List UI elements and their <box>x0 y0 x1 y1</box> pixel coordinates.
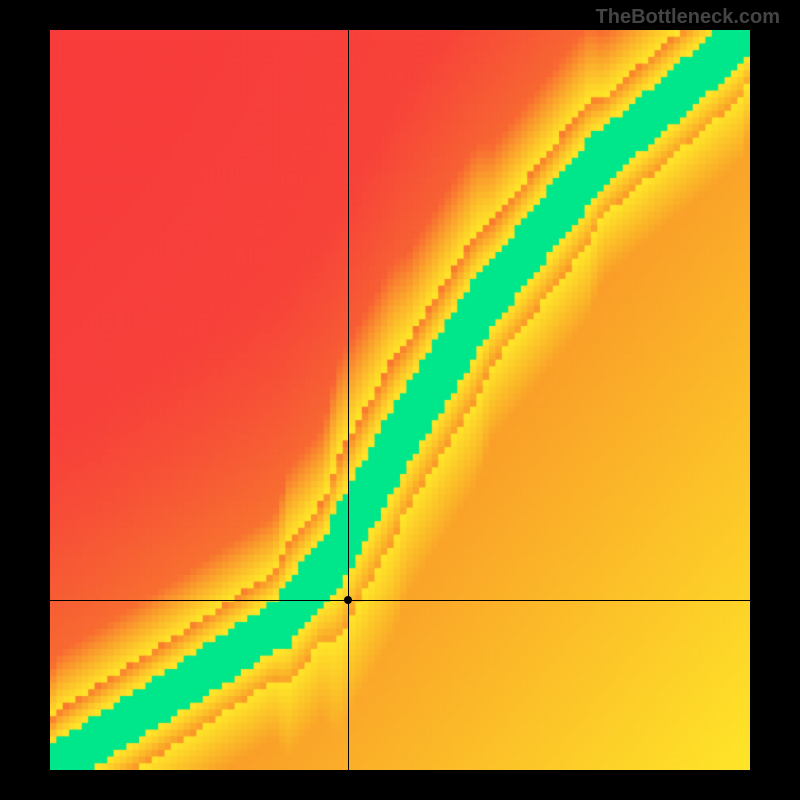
heatmap-canvas <box>50 30 750 770</box>
crosshair-horizontal <box>50 600 750 601</box>
crosshair-vertical <box>348 30 349 770</box>
watermark-text: TheBottleneck.com <box>596 6 780 29</box>
heatmap-plot-area <box>50 30 750 770</box>
crosshair-marker <box>344 596 352 604</box>
